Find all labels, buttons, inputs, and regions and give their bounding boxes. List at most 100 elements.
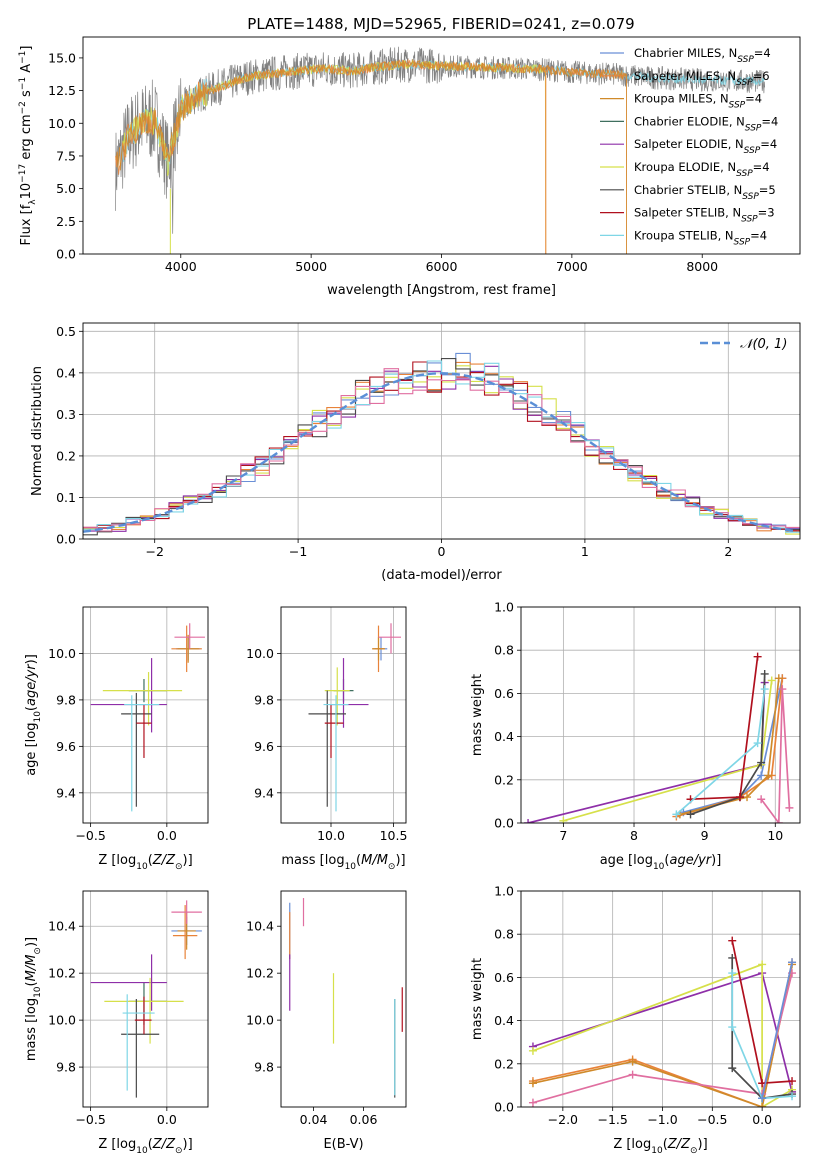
weight-marker <box>785 803 794 812</box>
error-point <box>134 996 152 1035</box>
label-part: SSP <box>737 55 754 65</box>
weight-marker <box>760 669 769 678</box>
label-part: age [log <box>600 853 653 868</box>
label-part: ( <box>24 981 39 986</box>
label-part: mass [log <box>24 998 39 1061</box>
weight-marker <box>758 1103 767 1107</box>
legend-label: Salpeter ELODIE, NSSP=4 <box>634 137 777 156</box>
y-tick-label: 10.0 <box>48 1013 76 1028</box>
weight-marker <box>728 1023 737 1032</box>
error-point <box>136 704 152 758</box>
weight-marker <box>728 936 737 945</box>
y-tick-label: 10.4 <box>246 919 274 934</box>
x-axis-label: mass [log10(M/M⊙)] <box>281 853 405 872</box>
label-part: 10 <box>653 862 665 872</box>
label-part: SSP <box>741 215 758 225</box>
error-point <box>172 905 198 960</box>
legend-label: Kroupa STELIB, NSSP=4 <box>634 228 767 247</box>
weight-marker <box>774 674 783 683</box>
weight-line <box>731 973 793 1100</box>
label-part: SSP <box>729 101 746 111</box>
label-part: 10 <box>19 183 34 200</box>
y-tick-label: 10.0 <box>246 646 274 661</box>
weight-marker <box>753 652 762 661</box>
y-tick-label: 1.0 <box>494 884 514 899</box>
weight-marker <box>524 819 533 823</box>
label-part: Chabrier MILES, N <box>634 46 737 60</box>
axes-frame <box>280 890 407 1108</box>
label-part: Z [log <box>98 853 136 868</box>
label-part: ] <box>19 46 34 51</box>
y-tick-label: 0.8 <box>494 643 514 658</box>
label-part: ⊙ <box>33 947 43 955</box>
residuals-plot <box>83 352 800 536</box>
spectrum-axes: 4000 5000 6000 7000 8000 0.0 2.5 5.0 7.5 10.0 12.5… <box>18 36 801 298</box>
y-tick-label: 10.4 <box>48 919 76 934</box>
axes-frame <box>280 606 407 824</box>
x-axis-label: Z [log10(Z/Z⊙)] <box>98 853 192 872</box>
legend-label: Chabrier ELODIE, NSSP=4 <box>634 114 778 133</box>
label-part: λ <box>28 199 38 205</box>
weight-marker <box>758 960 767 969</box>
label-part: ⊙ <box>175 862 183 872</box>
weight-marker <box>686 810 695 819</box>
y-tick-label: 0.8 <box>494 927 514 942</box>
model-spectrum-line <box>115 58 627 254</box>
y-tick-label: 5.0 <box>56 181 76 196</box>
weight-line <box>532 963 793 1107</box>
weight-marker <box>767 676 776 685</box>
legend-label: 𝒩(0, 1) <box>740 337 787 352</box>
weight-marker <box>672 810 681 819</box>
error-point <box>378 623 401 654</box>
weight-marker <box>788 958 797 967</box>
label-part: −17 <box>18 164 28 183</box>
axes-frame <box>520 890 801 1108</box>
weight-marker <box>559 816 568 823</box>
mass_vs_ebv-plot <box>289 898 403 1098</box>
weight-marker <box>628 1057 637 1066</box>
error-point <box>331 658 369 728</box>
label-part: Z [log <box>613 1137 651 1152</box>
label-part: =4 <box>745 92 762 106</box>
x-tick-label: 10 <box>767 828 783 843</box>
x-tick-label: −0.5 <box>75 828 105 843</box>
x-tick-label: −1.5 <box>597 1112 627 1127</box>
x-tick-label: −2.0 <box>548 1112 578 1127</box>
x-tick-label: 0.06 <box>350 1112 378 1127</box>
x-axis-label: wavelength [Angstrom, rest frame] <box>327 283 556 298</box>
y-tick-label: 0.5 <box>56 324 76 339</box>
weight-marker <box>758 1094 767 1103</box>
y-tick-label: 0.2 <box>494 772 514 787</box>
label-part: =4 <box>761 114 778 128</box>
legend-label: Salpeter MILES, NSSP=6 <box>634 69 770 88</box>
y-tick-label: 10.0 <box>246 1013 274 1028</box>
weight-marker <box>728 969 737 978</box>
x-tick-label: 0 <box>438 544 446 559</box>
error-point <box>323 695 349 812</box>
error-point <box>174 623 205 649</box>
error-point <box>324 667 350 726</box>
x-tick-label: 5000 <box>295 259 327 274</box>
x-axis-label: (data-model)/error <box>381 568 502 583</box>
label-part: age/yr <box>24 663 39 706</box>
legend-entry: Salpeter ELODIE, NSSP=4 <box>600 137 777 156</box>
label-part: M/M <box>361 853 388 868</box>
label-part: Salpeter ELODIE, N <box>634 137 744 151</box>
mass_weight_vs_Z-plot <box>528 936 797 1107</box>
label-part: SSP <box>736 78 753 88</box>
mass_vs_Z-plot <box>90 900 202 1098</box>
label-part: −2 <box>18 101 28 114</box>
age_vs_mass-plot <box>308 623 401 812</box>
label-part: SSP <box>734 237 751 247</box>
label-part: SSP <box>744 146 761 156</box>
y-tick-label: 0.4 <box>494 1013 514 1028</box>
label-part: =4 <box>760 137 777 151</box>
label-part: Salpeter STELIB, N <box>634 206 741 220</box>
label-part: )] <box>24 654 39 664</box>
y-tick-label: 0.6 <box>494 686 514 701</box>
x-tick-label: 6000 <box>426 259 458 274</box>
label-part: =3 <box>758 206 775 220</box>
